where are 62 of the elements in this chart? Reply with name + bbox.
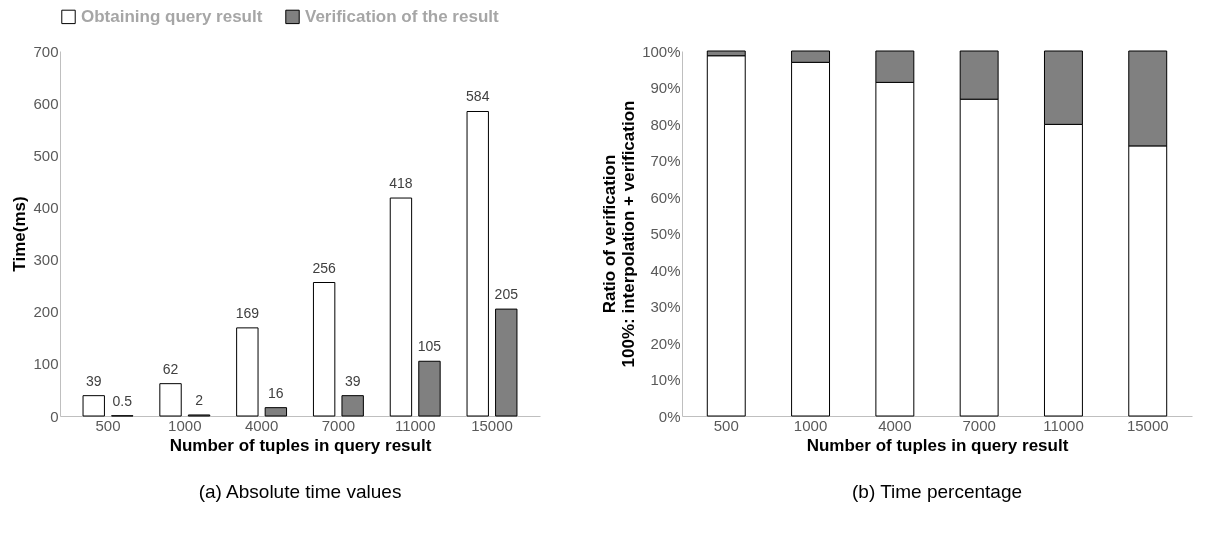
bar (341, 395, 364, 417)
y-tick-label: 70% (650, 152, 681, 169)
x-tick-label: 4000 (244, 416, 279, 434)
data-label: 39 (85, 372, 102, 389)
x-tick-label: 4000 (878, 416, 912, 434)
bar (466, 110, 489, 417)
data-label: 16 (268, 384, 284, 401)
legend-label: Verification of the result (305, 6, 499, 26)
y-tick-label: 100% (642, 42, 681, 60)
x-tick-label: 1000 (168, 416, 202, 434)
data-label: 105 (417, 338, 442, 355)
data-label: 0.5 (112, 392, 133, 409)
y-axis-title: Time(ms) (10, 196, 30, 272)
x-axis-title: Number of tuples in query result (169, 435, 432, 455)
data-label: 2 (195, 391, 204, 408)
data-label: 62 (162, 360, 179, 377)
text: (b) Time percentage (851, 481, 1023, 502)
y-tick-label: 80% (650, 115, 681, 133)
y-tick-label: 30% (650, 298, 681, 315)
y-tick-label: 20% (650, 334, 681, 352)
y-tick-label: 90% (650, 79, 681, 96)
y-tick-label: 100 (33, 355, 59, 373)
text: (a) Absolute time values (198, 481, 402, 502)
bar (159, 383, 182, 417)
bar (82, 395, 105, 417)
x-tick-label: 1000 (793, 416, 828, 434)
x-tick-label: 500 (95, 416, 121, 434)
data-label: 39 (344, 372, 361, 389)
x-tick-label: 11000 (394, 416, 436, 434)
data-label: 584 (466, 88, 490, 105)
legend-label: Obtaining query result (81, 6, 263, 26)
x-tick-label: 7000 (962, 416, 996, 434)
data-label: 205 (494, 286, 519, 303)
y-tick-label: 600 (33, 94, 59, 112)
y-tick-label: 700 (33, 42, 59, 60)
bar (264, 407, 288, 417)
y-tick-label: 500 (33, 146, 59, 164)
y-tick-label: 200 (33, 303, 59, 321)
y-tick-label: 60% (650, 188, 681, 206)
x-axis-title: Number of tuples in query result (806, 435, 1069, 455)
text: 100%: interpolation + verification (619, 100, 639, 368)
y-tick-label: 0 (50, 407, 59, 425)
data-label: 256 (312, 259, 337, 276)
data-label: 418 (389, 175, 413, 192)
bar (312, 282, 336, 417)
x-tick-label: 15000 (1126, 416, 1169, 434)
y-tick-label: 0% (658, 407, 681, 425)
x-tick-label: 500 (713, 416, 739, 434)
bar (418, 360, 441, 417)
y-tick-label: 300 (33, 251, 59, 269)
bar (236, 327, 259, 417)
y-tick-label: 10% (650, 371, 681, 388)
y-tick-label: 50% (650, 225, 681, 242)
data-label: 169 (235, 304, 260, 321)
y-axis-title: Ratio of verification (600, 154, 620, 314)
x-tick-label: 15000 (471, 416, 513, 434)
bar (389, 197, 413, 417)
x-tick-label: 7000 (321, 416, 356, 434)
x-tick-label: 11000 (1043, 416, 1084, 434)
bar (495, 308, 518, 417)
y-tick-label: 40% (650, 261, 681, 279)
y-tick-label: 400 (33, 198, 59, 216)
